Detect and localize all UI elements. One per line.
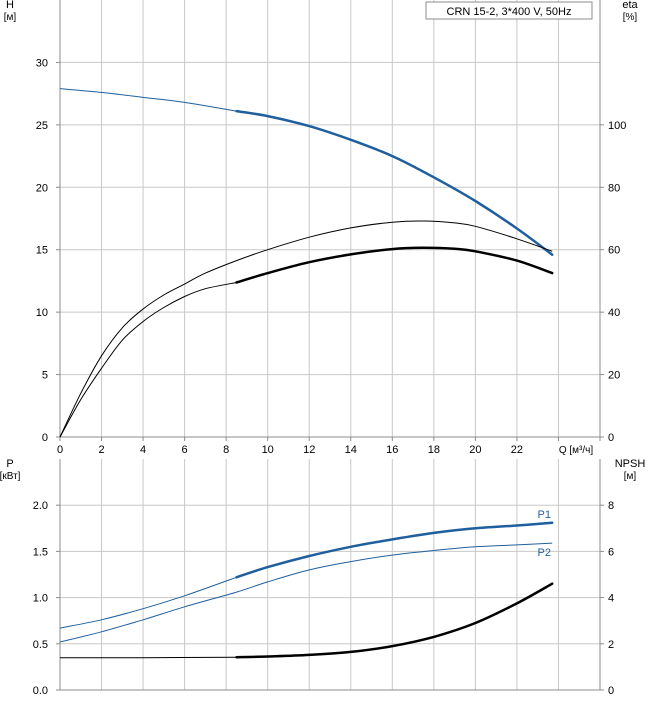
y-right-tick-label: 6 [608,546,614,558]
y-left-tick-label: 1.0 [33,593,48,605]
y-left-axis-unit: [м] [4,12,17,23]
legend-label: CRN 15-2, 3*400 V, 50Hz [447,6,572,18]
x-tick-label: 10 [262,444,274,456]
y-left-tick-label: 1.5 [33,546,48,558]
legend-frame [425,1,593,20]
x-tick-label: 4 [140,444,146,456]
y-right-axis-title: eta [622,0,638,11]
y-left-tick-label: 25 [36,120,48,132]
x-axis-label: Q [м³/ч] [559,445,594,456]
x-tick-label: 2 [98,444,104,456]
y-left-tick-label: 10 [36,307,48,319]
y-right-tick-label: 40 [608,307,620,319]
y-left-tick-label: 5 [42,370,48,382]
y-right-tick-label: 60 [608,245,620,257]
x-tick-label: 12 [303,444,315,456]
y-left-axis-title: P [6,458,13,470]
curve-eta-operating [235,246,554,284]
series-label-p1: P1 [537,509,550,521]
y-right-tick-label: 100 [608,120,626,132]
x-tick-label: 16 [386,444,398,456]
x-tick-label: 6 [182,444,188,456]
y-right-tick-label: 0 [608,685,614,697]
y-left-tick-label: 30 [36,57,48,69]
top-panel: 0 5 10 15 20 25 30 0 20 40 60 80 100 0 2 4 6 8 10 12 14 16 18 2… [4,0,639,456]
x-tick-label: 20 [469,444,481,456]
curve-p1-operating [235,521,554,579]
y-right-tick-label: 80 [608,182,620,194]
series-label-p2: P2 [537,547,550,559]
curve-h-extrapolated [59,88,237,112]
y-left-axis-title: H [6,0,14,11]
y-left-tick-label: 0.0 [33,685,48,697]
y-left-tick-label: 0.5 [33,639,48,651]
curve-npsh-extrapolated [60,656,237,659]
y-right-tick-label: 20 [608,370,620,382]
curve-h-operating [235,109,554,256]
y-left-axis-unit: [кВт] [0,471,21,482]
legend-box: CRN 15-2, 3*400 V, 50Hz [425,1,593,20]
x-tick-label: 0 [57,444,63,456]
y-right-tick-label: 2 [608,639,614,651]
x-tick-label: 8 [223,444,229,456]
y-right-tick-label: 8 [608,500,614,512]
y-right-axis-unit: [%] [623,12,638,23]
y-left-tick-label: 20 [36,182,48,194]
y-right-axis-unit: [м] [624,471,637,482]
x-tick-label: 14 [345,444,357,456]
y-right-axis-title: NPSH [615,458,646,470]
y-right-tick-label: 0 [608,432,614,444]
y-left-tick-label: 2.0 [33,500,48,512]
y-left-tick-label: 15 [36,245,48,257]
x-tick-label: 22 [511,444,523,456]
curve-p2-extrapolated [59,542,553,643]
curve-eta-upper-extrapolated [59,220,553,438]
curve-p1-extrapolated [59,576,237,629]
bottom-panel: 0.0 0.5 1.0 1.5 2.0 0 2 4 6 8 P[кВт] NPSH[м] P1 P2 [0,458,645,697]
x-tick-label: 18 [428,444,440,456]
y-right-tick-label: 4 [608,593,614,605]
curve-eta-extrapolated [59,282,237,438]
y-left-tick-label: 0 [42,432,48,444]
curve-npsh-operating [235,582,554,659]
